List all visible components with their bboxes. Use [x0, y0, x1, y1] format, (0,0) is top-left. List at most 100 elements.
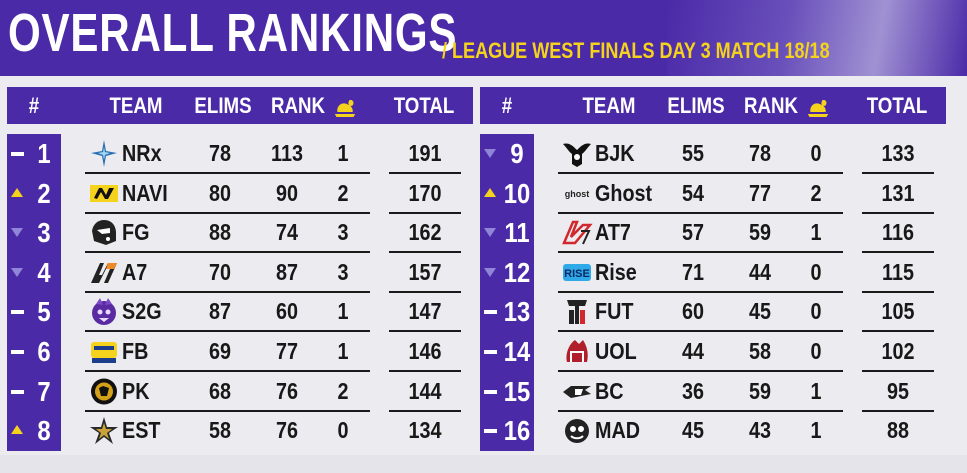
column-rank: RANK	[743, 93, 799, 118]
row-divider	[558, 211, 843, 214]
team-name: A7	[122, 258, 148, 285]
rank-value: 77	[275, 338, 299, 364]
rank-value: 77	[748, 179, 772, 206]
rank-column-bg	[7, 134, 61, 451]
pk-logo	[88, 376, 120, 407]
total-value: 115	[882, 258, 914, 285]
est-star-logo	[88, 415, 120, 446]
column-elims: ELIMS	[667, 93, 725, 118]
total-divider	[862, 409, 934, 412]
total-value: 170	[408, 179, 442, 206]
rank-value: 113	[271, 140, 303, 166]
position-value: 4	[37, 256, 51, 288]
s2g-logo	[88, 296, 120, 327]
rank-value: 78	[748, 140, 772, 166]
rank-value: 43	[748, 417, 772, 444]
position-change-same-icon	[11, 134, 27, 173]
rank-value: 60	[275, 298, 299, 325]
table-row: 11 AT7 57 59 1 116	[480, 213, 946, 254]
elims-value: 70	[208, 258, 232, 285]
a7-logo	[88, 257, 120, 288]
position-change-same-icon	[484, 332, 500, 371]
position-value: 1	[37, 138, 51, 169]
position-change-down-icon	[484, 134, 500, 173]
header-banner: OVERALL RANKINGS / LEAGUE WEST FINALS DA…	[0, 0, 967, 76]
elims-value: 60	[681, 298, 705, 325]
elims-value: 54	[681, 179, 705, 206]
position-value: 15	[503, 375, 531, 407]
position-value: 10	[503, 177, 531, 209]
column-header: # TEAM ELIMS RANK TOTAL	[480, 87, 946, 124]
table-row: 15 BC 36 59 1 95	[480, 372, 946, 412]
rankings-table-left: # TEAM ELIMS RANK TOTAL 1 NRx 78 113 1 191 2 NA…	[7, 87, 473, 451]
total-value: 157	[408, 258, 442, 285]
total-divider	[389, 251, 461, 254]
team-name: MAD	[595, 417, 641, 444]
total-divider	[389, 290, 461, 293]
table-row: 16 MAD 45 43 1 88	[480, 411, 946, 451]
row-divider	[85, 211, 370, 214]
rank-value: 44	[748, 258, 772, 285]
position-change-down-icon	[11, 253, 27, 292]
total-value: 146	[408, 338, 442, 364]
chicken-dinner-count: 1	[810, 417, 822, 444]
mad-logo	[561, 415, 593, 446]
at7-logo	[561, 217, 593, 248]
chicken-dinner-count: 1	[337, 338, 349, 364]
row-divider	[558, 330, 843, 333]
team-name: FG	[122, 219, 150, 246]
table-row: 2 NAVI 80 90 2 170	[7, 174, 473, 214]
row-divider	[558, 172, 843, 174]
total-value: 162	[408, 219, 442, 246]
fg-helmet-logo	[88, 217, 120, 248]
total-divider	[389, 409, 461, 412]
position-change-same-icon	[11, 332, 27, 371]
chicken-dinner-count: 2	[337, 377, 349, 404]
position-number: 16	[480, 411, 538, 450]
team-name: BC	[595, 377, 624, 404]
team-name: S2G	[122, 298, 162, 325]
uol-logo	[561, 336, 593, 367]
total-divider	[862, 211, 934, 214]
position-change-same-icon	[11, 372, 27, 411]
total-divider	[389, 172, 461, 174]
total-value: 102	[881, 338, 915, 364]
position-change-same-icon	[484, 292, 500, 331]
row-divider	[558, 290, 843, 293]
elims-value: 88	[208, 219, 232, 246]
total-value: 95	[886, 377, 910, 404]
table-row: 3 FG 88 74 3 162	[7, 213, 473, 254]
total-divider	[389, 330, 461, 333]
navi-logo	[88, 178, 120, 209]
total-divider	[389, 211, 461, 214]
column-elims: ELIMS	[194, 93, 252, 118]
column-num: #	[501, 93, 513, 118]
position-change-up-icon	[11, 411, 27, 450]
table-row: 14 UOL 44 58 0 102	[480, 332, 946, 372]
position-number: 6	[7, 332, 65, 371]
bjk-eagle-logo	[561, 138, 593, 169]
position-change-up-icon	[11, 174, 27, 213]
total-divider	[862, 370, 934, 372]
row-divider	[85, 370, 370, 372]
rank-value: 76	[275, 377, 299, 404]
rank-value: 74	[275, 219, 299, 246]
total-value: 116	[882, 219, 914, 246]
position-number: 5	[7, 292, 65, 331]
position-value: 14	[503, 336, 531, 367]
position-change-same-icon	[484, 411, 500, 450]
position-number: 13	[480, 292, 538, 331]
total-value: 88	[886, 417, 910, 444]
position-value: 11	[504, 217, 530, 249]
total-value: 191	[408, 140, 442, 166]
position-number: 7	[7, 372, 65, 411]
elims-value: 57	[681, 219, 705, 246]
chicken-dinner-count: 1	[337, 298, 349, 325]
elims-value: 44	[681, 338, 705, 364]
team-name: FB	[122, 338, 149, 364]
row-divider	[558, 370, 843, 372]
fut-logo	[561, 296, 593, 327]
team-name: NAVI	[122, 179, 168, 206]
bottom-strip	[0, 455, 967, 473]
total-divider	[862, 290, 934, 293]
